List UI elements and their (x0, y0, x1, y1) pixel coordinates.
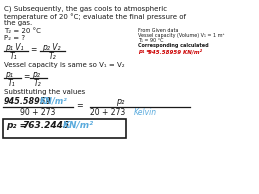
Text: p₂ V₂: p₂ V₂ (42, 43, 61, 52)
Text: T₂: T₂ (34, 79, 42, 88)
Text: C) Subsequently, the gas cools to atmospheric: C) Subsequently, the gas cools to atmosp… (4, 6, 167, 12)
Text: 20 + 273: 20 + 273 (90, 108, 125, 117)
Text: p₂ =: p₂ = (6, 121, 30, 130)
Text: =: = (23, 72, 29, 81)
Text: T₁: T₁ (10, 52, 18, 61)
Text: p₁ =: p₁ = (138, 49, 153, 54)
Text: =: = (30, 45, 36, 54)
Text: T₂ = 20 °C: T₂ = 20 °C (4, 28, 41, 34)
Text: Substituting the values: Substituting the values (4, 89, 85, 95)
Text: KN/m²: KN/m² (63, 121, 94, 130)
Text: 90 + 273: 90 + 273 (20, 108, 55, 117)
Text: p₂: p₂ (116, 97, 124, 106)
Text: 763.2445: 763.2445 (22, 121, 69, 130)
Text: T₁ = 90 °C: T₁ = 90 °C (138, 38, 163, 43)
Text: T₁: T₁ (8, 79, 16, 88)
Text: Vessel capacity (Volume) V₁ = 1 m³: Vessel capacity (Volume) V₁ = 1 m³ (138, 33, 225, 38)
FancyBboxPatch shape (3, 119, 126, 138)
Text: p₂: p₂ (32, 70, 40, 79)
Text: the gas.: the gas. (4, 20, 32, 26)
Text: 945.58959 KN/m²: 945.58959 KN/m² (148, 49, 202, 55)
Text: KN/m²: KN/m² (40, 97, 68, 106)
Text: p₁ V₁: p₁ V₁ (5, 43, 24, 52)
Text: p₁: p₁ (5, 70, 13, 79)
Text: Vessel capacity is same so V₁ = V₂: Vessel capacity is same so V₁ = V₂ (4, 62, 125, 68)
Text: From Given data: From Given data (138, 28, 178, 33)
Text: Kelvin: Kelvin (134, 108, 157, 117)
Text: T₂: T₂ (49, 52, 57, 61)
Text: Corresponding calculated: Corresponding calculated (138, 43, 209, 48)
Text: =: = (76, 101, 83, 110)
Text: P₂ = ?: P₂ = ? (4, 35, 25, 41)
Text: 945.58959: 945.58959 (4, 97, 52, 106)
Text: temperature of 20 °C; evaluate the final pressure of: temperature of 20 °C; evaluate the final… (4, 13, 186, 20)
